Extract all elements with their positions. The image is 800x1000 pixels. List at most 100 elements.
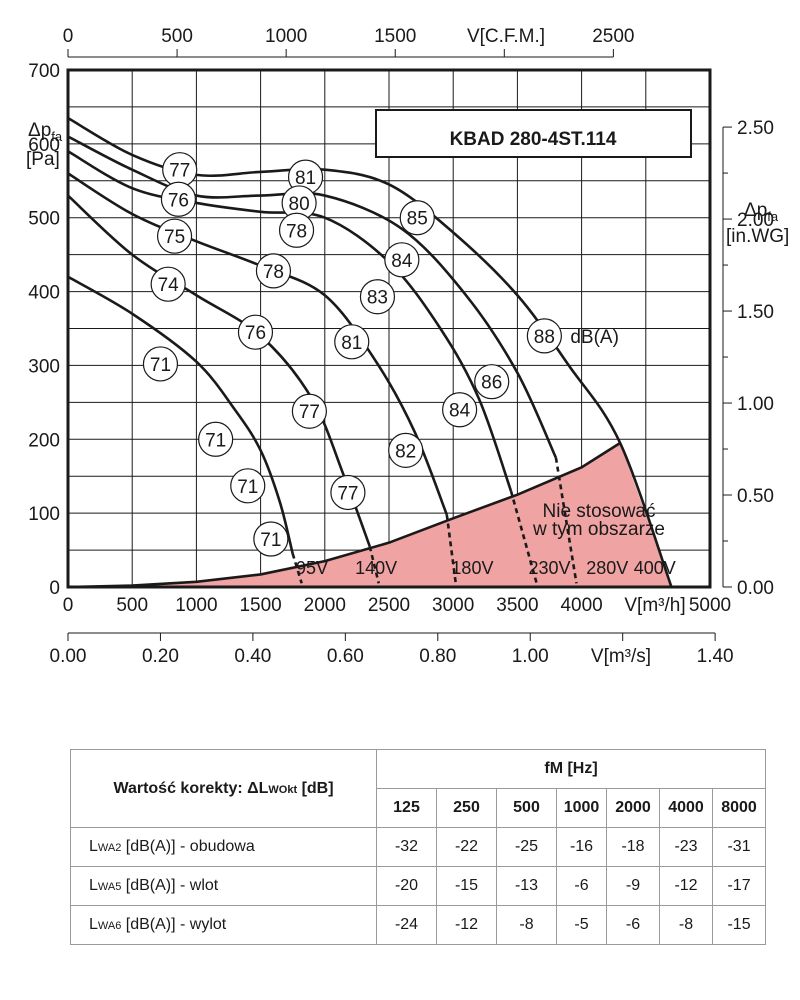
correction-value: -15: [711, 905, 767, 945]
frequency-cell: 125: [376, 788, 437, 828]
row-label: LWA6 [dB(A)] - wylot: [70, 905, 377, 945]
correction-value: -18: [606, 827, 660, 867]
x-tick-label: 1000: [175, 595, 217, 616]
row-label: LWA2 [dB(A)] - obudowa: [70, 827, 377, 867]
x-tick-label: 500: [116, 595, 148, 616]
m3s-tick-label: 1.00: [512, 646, 549, 667]
sound-level-label: 82: [395, 441, 416, 462]
top-tick-label: 0: [63, 26, 74, 47]
sound-level-marker: [442, 392, 478, 428]
y-tick-label: 400: [28, 283, 60, 304]
correction-value: -8: [496, 905, 557, 945]
top-tick-label: 500: [161, 26, 193, 47]
y-tick-label: 100: [28, 504, 60, 525]
frequency-cell: 8000: [711, 788, 767, 828]
voltage-label: 280V: [586, 558, 628, 578]
top-tick-label: 1000: [265, 26, 307, 47]
x-tick-label: 5000: [689, 595, 731, 616]
sound-level-marker: [150, 266, 186, 302]
m3s-tick-label: 1.40: [697, 646, 734, 667]
voltage-label: 230V: [528, 558, 570, 578]
plot-frame: [66, 68, 712, 589]
x-tick-label: 3500: [496, 595, 538, 616]
m3s-tick-label: 0.20: [142, 646, 179, 667]
fan-curve-280V: [67, 135, 558, 459]
frequency-cell: 250: [436, 788, 497, 828]
sound-level-label: 74: [158, 275, 180, 296]
correction-value: -5: [556, 905, 607, 945]
x-axis-label: V[m³/h]: [624, 595, 685, 616]
m3s-tick-label: 0.60: [327, 646, 364, 667]
sound-level-label: 71: [237, 477, 258, 498]
sound-level-marker: [230, 468, 266, 504]
x-tick-label: 3000: [432, 595, 474, 616]
sound-level-marker: [253, 521, 289, 557]
voltage-label: 400V: [634, 558, 676, 578]
correction-value: -25: [496, 827, 557, 867]
frequency-header: fM [Hz]: [375, 749, 767, 789]
correction-value: -24: [376, 905, 437, 945]
sound-level-label: 81: [295, 168, 316, 189]
correction-value: -12: [436, 905, 497, 945]
sound-level-marker: [142, 346, 179, 382]
right-tick-label: 1.50: [737, 302, 774, 323]
row-label: LWA5 [dB(A)] - wlot: [70, 866, 377, 906]
right-tick-label: 2.50: [737, 118, 774, 139]
right-tick-label: 2.00: [737, 210, 774, 231]
sound-level-label: 71: [260, 530, 281, 551]
fan-curve-180V: [67, 172, 448, 516]
m3s-axis-label: V[m³/s]: [591, 646, 651, 667]
sound-level-label: 75: [164, 227, 185, 248]
frequency-cell: 1000: [556, 788, 607, 828]
sound-level-label: 88: [534, 327, 555, 348]
chart-title: KBAD 280-4ST.114: [450, 129, 617, 150]
correction-table: Wartość korekty: ΔLWOkt [dB] fM [Hz] 125 25…: [70, 749, 767, 945]
y-tick-label: 700: [28, 61, 60, 82]
sound-level-label: 78: [263, 262, 284, 283]
correction-value: -15: [436, 866, 497, 906]
table-row: LWA5 [dB(A)] - wlot -20 -15 -13 -6 -9 -12 -17: [70, 866, 767, 906]
y-tick-label: 300: [28, 356, 60, 377]
sound-level-label: 76: [245, 323, 266, 344]
right-axis-label: Δpfa: [744, 200, 779, 224]
sound-level-marker: [156, 218, 193, 254]
sound-level-marker: [255, 253, 292, 289]
sound-level-marker: [278, 212, 315, 248]
m3s-tick-label: 0.00: [50, 646, 87, 667]
unit-label: dB(A): [570, 327, 619, 348]
title-box: [375, 109, 692, 158]
correction-value: -16: [556, 827, 607, 867]
right-tick-label: 0.50: [737, 486, 774, 507]
sound-level-label: 71: [150, 355, 171, 376]
frequency-cell: 4000: [659, 788, 713, 828]
m3s-tick-label: 0.40: [234, 646, 271, 667]
frequency-cell: 2000: [606, 788, 660, 828]
x-tick-label: 4000: [560, 595, 602, 616]
y-tick-label: 0: [49, 578, 60, 599]
sound-level-label: 84: [449, 401, 471, 422]
sound-level-label: 84: [391, 251, 413, 272]
correction-value: -13: [496, 866, 557, 906]
correction-value: -6: [606, 905, 660, 945]
fan-curve-95V: [67, 275, 294, 555]
sound-level-marker: [334, 324, 370, 360]
sound-level-marker: [330, 474, 366, 511]
sound-level-label: 83: [367, 288, 388, 309]
not-recommended-region: [68, 442, 672, 587]
sound-level-marker: [526, 318, 562, 354]
sound-level-label: 71: [205, 430, 226, 451]
sound-level-marker: [198, 421, 234, 457]
table-row: LWA6 [dB(A)] - wylot -24 -12 -8 -5 -6 -8 -15: [70, 905, 767, 945]
right-tick-label: 0.00: [737, 578, 774, 599]
correction-value: -8: [659, 905, 713, 945]
m3s-tick-label: 0.80: [419, 646, 456, 667]
y-tick-label: 200: [28, 430, 60, 451]
sound-level-label: 80: [289, 194, 310, 215]
y-axis-unit: [Pa]: [26, 149, 60, 170]
sound-level-label: 77: [299, 402, 320, 423]
fan-curves: [67, 116, 673, 589]
correction-value: -12: [659, 866, 713, 906]
